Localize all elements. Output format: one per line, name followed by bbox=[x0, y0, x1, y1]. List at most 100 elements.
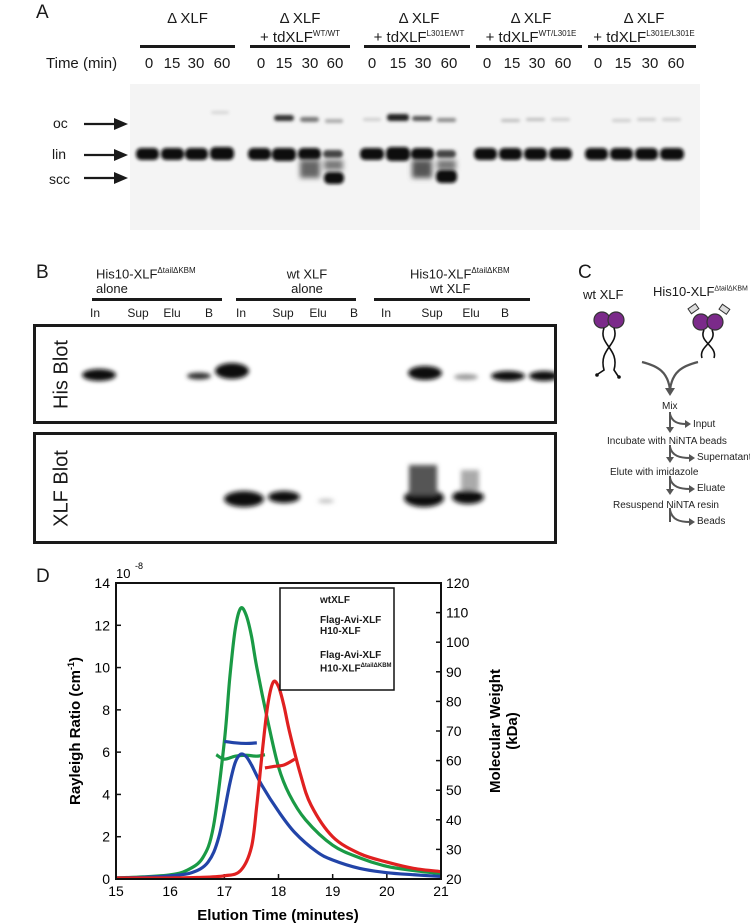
time-tick: 0 bbox=[144, 55, 154, 72]
step-resuspend: Resuspend NiNTA resin bbox=[613, 500, 719, 511]
time-tick: 15 bbox=[614, 55, 632, 72]
y-tick-label: 8 bbox=[102, 702, 110, 718]
lane-label: Elu bbox=[309, 306, 327, 320]
y-axis-title: Rayleigh Ratio (cm-1) bbox=[66, 657, 84, 805]
y2-tick-label: 110 bbox=[446, 605, 469, 621]
series-line-1 bbox=[115, 606, 442, 880]
time-tick: 60 bbox=[213, 55, 231, 72]
blot-group-title-1: His10-XLFΔtailΔKBM alone bbox=[96, 266, 196, 297]
time-tick: 0 bbox=[256, 55, 266, 72]
y-tick-label: 2 bbox=[102, 829, 110, 845]
y-exponent: 10 bbox=[116, 566, 130, 581]
step-supernatant: Supernatant bbox=[697, 452, 750, 463]
y2-tick-label: 120 bbox=[446, 575, 470, 591]
y2-tick-label: 60 bbox=[446, 753, 462, 769]
marker-label-oc: oc bbox=[53, 115, 68, 131]
time-tick: 60 bbox=[554, 55, 572, 72]
y2-tick-label: 40 bbox=[446, 812, 462, 828]
y-tick-label: 4 bbox=[102, 786, 110, 802]
y2-tick-label: 20 bbox=[446, 871, 462, 887]
group-title-3: Δ XLF + tdXLFL301E/WT bbox=[373, 10, 465, 46]
y2-tick-label: 30 bbox=[446, 841, 462, 857]
y-tick-label: 0 bbox=[102, 871, 110, 887]
group-title-2: Δ XLF + tdXLFWT/WT bbox=[259, 10, 341, 46]
series-line-3 bbox=[115, 679, 442, 880]
wt-xlf-label: wt XLF bbox=[583, 287, 624, 302]
marker-label-lin: lin bbox=[52, 146, 67, 162]
time-tick: 15 bbox=[389, 55, 407, 72]
marker-arrows bbox=[84, 118, 128, 184]
step-incubate: Incubate with NiNTA beads bbox=[607, 436, 727, 447]
step-beads: Beads bbox=[697, 516, 726, 527]
y-tick-label: 12 bbox=[94, 617, 110, 633]
panel-b-label: B bbox=[36, 262, 49, 283]
wt-xlf-dimer-icon bbox=[593, 311, 625, 379]
panel-c-label: C bbox=[578, 262, 592, 283]
group-underline-4 bbox=[476, 45, 582, 48]
legend-entry-3: Flag-Avi-XLF H10-XLFΔtailΔKBM bbox=[320, 650, 392, 675]
his-blot-box: His Blot bbox=[33, 324, 557, 424]
time-tick: 30 bbox=[187, 55, 205, 72]
sec-mals-chart: 15 16 17 18 19 20 2102468101214203040506070809… bbox=[66, 561, 521, 923]
blot-group-underline-3 bbox=[374, 298, 530, 301]
legend-entry-2: Flag-Avi-XLF H10-XLF bbox=[320, 615, 382, 637]
panel-d-label: D bbox=[36, 566, 50, 587]
time-tick: 0 bbox=[367, 55, 377, 72]
series-line-2 bbox=[115, 752, 442, 880]
step-mix: Mix bbox=[662, 401, 678, 412]
group-underline-5 bbox=[588, 45, 696, 48]
pulldown-schematic bbox=[593, 302, 731, 526]
x-tick-label: 18 bbox=[271, 883, 287, 899]
x-tick-label: 19 bbox=[325, 883, 341, 899]
group-underline-2 bbox=[250, 45, 350, 48]
time-tick: 15 bbox=[275, 55, 293, 72]
lane-label: Elu bbox=[462, 306, 480, 320]
step-input: Input bbox=[693, 419, 716, 430]
time-tick: 15 bbox=[503, 55, 521, 72]
y-tick-label: 10 bbox=[94, 660, 110, 676]
step-elute: Elute with imidazole bbox=[610, 467, 699, 478]
xlf-blot-bands bbox=[224, 465, 484, 507]
y-tick-label: 6 bbox=[102, 744, 110, 760]
panel-a-label: A bbox=[36, 2, 49, 23]
time-tick: 60 bbox=[667, 55, 685, 72]
time-tick: 30 bbox=[301, 55, 319, 72]
legend-entry-1: wtXLF bbox=[320, 595, 350, 606]
marker-label-scc: scc bbox=[49, 171, 70, 187]
x-tick-label: 17 bbox=[217, 883, 233, 899]
gel-bands bbox=[136, 111, 684, 184]
y2-tick-label: 80 bbox=[446, 693, 462, 709]
x-tick-label: 20 bbox=[379, 883, 395, 899]
gel-image-a bbox=[130, 84, 700, 230]
group-title-1: Δ XLF bbox=[167, 10, 208, 27]
y2-tick-label: 90 bbox=[446, 664, 462, 680]
svg-text:Rayleigh Ratio (cm-1): Rayleigh Ratio (cm-1) bbox=[66, 657, 84, 805]
time-tick: 15 bbox=[163, 55, 181, 72]
y-exponent-sup: -8 bbox=[135, 561, 143, 571]
blot-group-title-2: wt XLF alone bbox=[286, 266, 328, 297]
plot-frame bbox=[115, 582, 442, 880]
group-underline-3 bbox=[364, 45, 470, 48]
x-tick-label: 16 bbox=[162, 883, 178, 899]
svg-text:(kDa): (kDa) bbox=[504, 712, 521, 750]
lane-label: B bbox=[204, 306, 213, 320]
y2-tick-label: 100 bbox=[446, 634, 470, 650]
y2-axis-title: Molecular Weight (kDa) bbox=[487, 669, 521, 793]
mw-line-3 bbox=[264, 757, 296, 770]
xlf-blot-title: XLF Blot bbox=[50, 450, 73, 527]
lane-label: B bbox=[349, 306, 358, 320]
svg-text:Molecular Weight: Molecular Weight bbox=[487, 669, 504, 793]
x-tick-label: 15 bbox=[108, 883, 124, 899]
his10-xlf-dimer-icon bbox=[687, 302, 731, 359]
blot-group-underline-1 bbox=[92, 298, 222, 301]
blot-group-underline-2 bbox=[236, 298, 356, 301]
his10-xlf-label: His10-XLFΔtailΔKBM bbox=[653, 284, 748, 299]
lane-label: Sup bbox=[272, 306, 294, 320]
group-title-5: Δ XLF + tdXLFL301E/L301E bbox=[593, 10, 695, 46]
x-tick-label: 21 bbox=[433, 883, 449, 899]
lane-label: Sup bbox=[127, 306, 149, 320]
time-tick: 30 bbox=[414, 55, 432, 72]
step-eluate: Eluate bbox=[697, 483, 726, 494]
time-tick: 0 bbox=[482, 55, 492, 72]
lane-label: In bbox=[235, 306, 246, 320]
